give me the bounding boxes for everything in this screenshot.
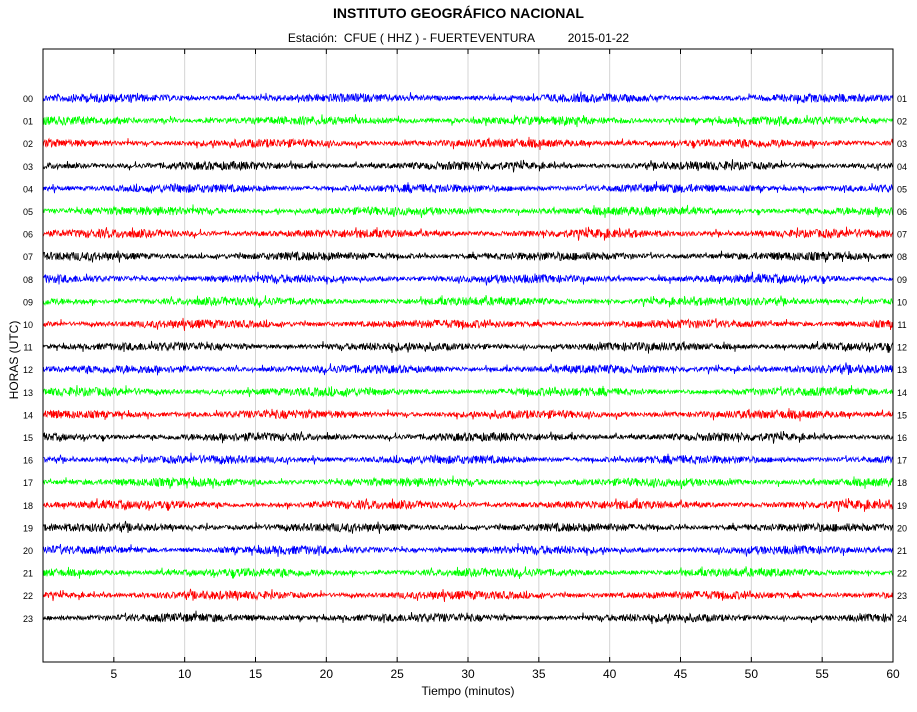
left-hour-label: 16 [23,456,33,466]
x-tick-label: 30 [461,667,475,681]
trace-hour-17 [42,475,894,490]
right-hour-label: 18 [897,478,907,488]
right-hour-label: 23 [897,591,907,601]
trace-hour-04 [42,181,894,195]
trace-hour-15 [42,430,894,444]
trace-hour-11 [42,340,894,354]
left-hour-label: 21 [23,569,33,579]
left-hour-label: 05 [23,207,33,217]
right-hour-label: 03 [897,139,907,149]
right-hour-label: 14 [897,388,907,398]
left-hour-label: 12 [23,365,33,375]
x-tick-label: 10 [178,667,192,681]
left-hour-label: 10 [23,320,33,330]
left-hour-label: 18 [23,501,33,511]
record-date: 2015-01-22 [567,31,630,45]
station-name: CFUE ( HHZ ) - FUERTEVENTURA [343,31,535,45]
trace-hour-16 [42,452,894,466]
trace-hour-20 [42,543,894,557]
left-hour-label: 23 [23,614,33,624]
trace-hour-10 [42,317,894,331]
x-tick-label: 15 [249,667,263,681]
left-hour-label: 00 [23,94,33,104]
x-tick-label: 25 [390,667,404,681]
x-tick-label: 40 [603,667,617,681]
left-hour-label: 01 [23,117,33,127]
right-hour-label: 01 [897,94,907,104]
right-hour-label: 15 [897,410,907,420]
right-hour-label: 06 [897,207,907,217]
trace-hour-02 [42,136,893,151]
left-hour-label: 17 [23,478,33,488]
right-hour-label: 04 [897,162,907,172]
right-hour-label: 09 [897,275,907,285]
left-hour-label: 08 [23,275,33,285]
x-tick-label: 50 [745,667,759,681]
trace-hour-05 [42,204,894,218]
left-hour-label: 14 [23,410,33,420]
left-hour-label: 03 [23,162,33,172]
right-hour-label: 11 [897,320,906,330]
left-hour-label: 09 [23,297,33,307]
left-hour-label: 20 [23,546,33,556]
trace-hour-06 [42,226,894,241]
trace-hour-23 [42,610,894,625]
x-tick-label: 20 [320,667,334,681]
trace-hour-18 [42,498,894,512]
x-tick-label: 45 [674,667,688,681]
right-hour-label: 02 [897,117,907,127]
x-axis-label: Tiempo (minutos) [421,684,515,698]
trace-hour-14 [42,408,894,422]
left-hour-label: 02 [23,139,33,149]
left-hour-label: 19 [23,523,33,533]
chart-subtitle: Estación: CFUE ( HHZ ) - FUERTEVENTURA 2… [0,31,917,45]
right-hour-label: 21 [897,546,907,556]
right-hour-label: 20 [897,523,907,533]
left-hour-label: 11 [23,343,32,353]
trace-hour-13 [42,385,894,398]
trace-hour-19 [42,520,894,534]
trace-hour-21 [42,566,894,580]
right-hour-label: 05 [897,184,907,194]
right-hour-label: 22 [897,569,907,579]
trace-hour-03 [42,159,894,173]
chart-title: INSTITUTO GEOGRÁFICO NACIONAL [333,5,584,21]
right-hour-label: 08 [897,252,907,262]
right-hour-label: 16 [897,433,907,443]
right-hour-label: 24 [897,614,907,624]
station-label: Estación: [287,31,338,45]
right-hour-label: 12 [897,343,907,353]
left-hour-label: 15 [23,433,33,443]
trace-hour-09 [42,295,894,308]
x-tick-label: 60 [886,667,900,681]
right-hour-label: 17 [897,456,907,466]
right-hour-label: 19 [897,501,907,511]
x-tick-label: 35 [532,667,546,681]
y-axis-label: HORAS (UTC) [7,320,21,400]
right-hour-label: 10 [897,297,907,307]
left-hour-label: 22 [23,591,33,601]
trace-hour-08 [42,271,894,286]
right-hour-label: 13 [897,365,907,375]
trace-hour-22 [42,588,894,603]
left-hour-label: 04 [23,184,33,194]
trace-hour-12 [43,362,894,376]
trace-hour-07 [42,250,894,263]
left-hour-label: 07 [23,252,33,262]
trace-hour-00 [42,91,894,104]
left-hour-label: 13 [23,388,33,398]
left-hour-label: 06 [23,230,33,240]
x-tick-label: 55 [815,667,829,681]
x-tick-label: 5 [110,667,117,681]
right-hour-label: 07 [897,230,907,240]
trace-hour-01 [42,114,894,128]
